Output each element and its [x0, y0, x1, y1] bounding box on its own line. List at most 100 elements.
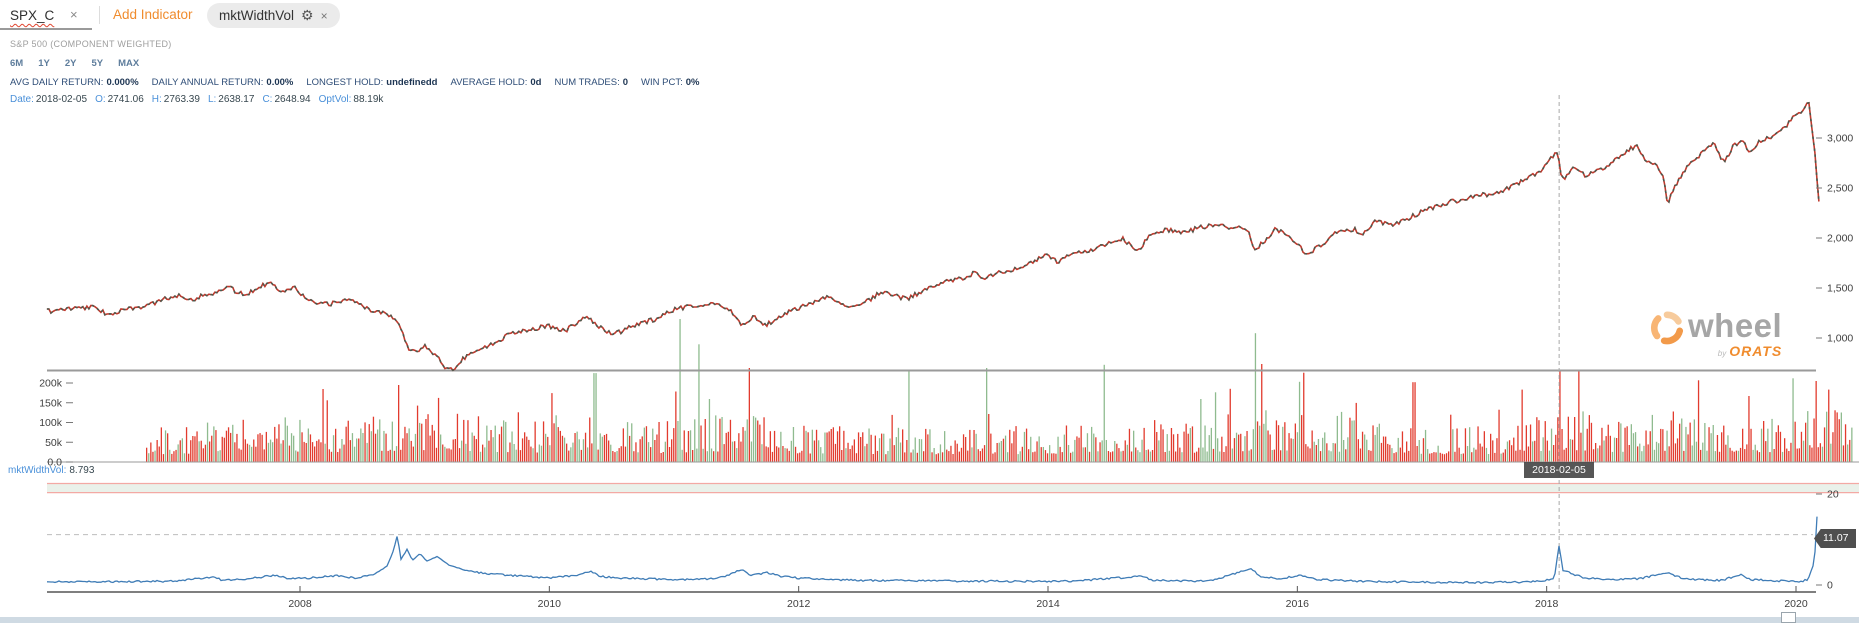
volume-bar: [532, 448, 534, 462]
volume-bar: [1842, 445, 1845, 462]
volume-bar: [1225, 446, 1227, 462]
volume-bar: [708, 399, 711, 462]
volume-bar: [1414, 382, 1416, 462]
volume-bar: [152, 451, 154, 462]
volume-bar: [475, 439, 477, 462]
volume-bar: [158, 446, 160, 462]
volume-bar: [788, 450, 790, 462]
stat-item: AVERAGE HOLD: 0d: [450, 77, 542, 88]
volume-bar: [725, 432, 727, 462]
volume-bar: [347, 420, 349, 462]
volume-bar: [637, 452, 639, 462]
volume-bar: [1410, 428, 1412, 462]
volume-bar: [175, 449, 177, 462]
volume-bar: [1424, 429, 1427, 462]
range-button-6m[interactable]: 6M: [10, 58, 24, 69]
volume-bar: [288, 445, 291, 462]
volume-bar: [742, 427, 744, 462]
volume-bar: [509, 442, 511, 462]
volume-bar: [734, 441, 736, 462]
tab-symbol-label[interactable]: SPX_C: [10, 8, 55, 23]
volume-bar: [160, 427, 162, 462]
volume-bar: [1032, 452, 1034, 462]
gear-icon[interactable]: ⚙: [301, 7, 314, 23]
volume-bar: [563, 437, 566, 462]
range-button-2y[interactable]: 2Y: [64, 58, 77, 69]
volume-bar: [1217, 438, 1219, 462]
volume-bar: [1553, 445, 1555, 462]
volume-bar: [1475, 449, 1477, 462]
volume-bar: [860, 437, 862, 462]
volume-bar: [1737, 450, 1740, 462]
volume-bar: [238, 448, 240, 462]
volume-bar: [1183, 431, 1185, 462]
volume-bar: [1508, 440, 1511, 462]
tab-indicator-close-icon[interactable]: ×: [320, 8, 328, 23]
volume-bar: [1534, 440, 1536, 462]
volume-bar: [782, 446, 784, 462]
volume-bar: [1750, 428, 1752, 462]
volume-bar: [1366, 439, 1368, 462]
scrollbar-handle[interactable]: [1781, 612, 1796, 623]
tab-symbol[interactable]: SPX_C: [10, 7, 54, 25]
volume-bar: [311, 442, 314, 462]
x-axis-label: 2018: [1535, 598, 1559, 610]
volume-bar: [1093, 433, 1095, 462]
volume-bar: [1771, 418, 1773, 462]
volume-bar: [908, 370, 910, 462]
volume-bar: [1082, 447, 1084, 462]
volume-bar: [750, 441, 753, 462]
volume-bar: [1571, 439, 1574, 462]
volume-bar: [341, 439, 343, 462]
volume-bar: [1395, 452, 1397, 462]
volume-bar: [1269, 434, 1271, 462]
volume-bar: [864, 446, 866, 462]
volume-bar: [1664, 450, 1666, 462]
volume-bar: [274, 426, 276, 462]
volume-bar: [1628, 445, 1630, 462]
volume-bar: [1406, 441, 1408, 462]
volume-bar: [383, 430, 385, 462]
volume-bar: [1460, 453, 1462, 462]
volume-bar: [1702, 442, 1704, 462]
range-button-max[interactable]: MAX: [118, 58, 140, 69]
volume-bar: [832, 427, 834, 462]
range-buttons: 6M 1Y 2Y 5Y MAX: [10, 58, 139, 69]
volume-axis-label: 200k: [39, 378, 63, 390]
volume-bar: [330, 451, 333, 462]
volume-bar: [477, 416, 480, 462]
volume-bar: [1256, 421, 1259, 462]
volume-bar: [503, 420, 505, 462]
volume-bar: [1322, 437, 1324, 462]
volume-bar: [1500, 453, 1502, 462]
volume-bar: [923, 451, 925, 462]
volume-bar: [542, 421, 545, 462]
volume-bar: [1212, 448, 1215, 462]
ohlc-item: OptVol: 88.19k: [318, 94, 384, 105]
volume-bar: [983, 445, 986, 462]
volume-bar: [1332, 443, 1334, 462]
volume-bar: [1374, 434, 1376, 462]
volume-bar: [1695, 441, 1698, 462]
tab-indicator[interactable]: mktWidthVol ⚙ ×: [207, 3, 340, 28]
volume-axis-label: 100k: [39, 417, 63, 429]
volume-bar: [1601, 427, 1603, 462]
add-indicator-button[interactable]: Add Indicator: [113, 7, 193, 22]
volume-bar: [164, 430, 167, 462]
volume-bar: [1385, 436, 1387, 462]
volume-bar: [1563, 449, 1565, 462]
volume-bar: [946, 449, 948, 462]
volume-bar: [1519, 449, 1521, 462]
horizontal-scrollbar[interactable]: [0, 617, 1859, 623]
volume-bar: [1710, 433, 1712, 462]
tab-symbol-close-icon[interactable]: ×: [70, 7, 78, 22]
range-button-1y[interactable]: 1Y: [38, 58, 50, 69]
range-button-5y[interactable]: 5Y: [91, 58, 104, 69]
wheel-logo-icon: [1650, 311, 1684, 345]
volume-bar: [1112, 451, 1114, 462]
volume-bar: [1298, 381, 1301, 462]
x-axis-label: 2016: [1286, 598, 1310, 610]
volume-bar: [1204, 425, 1206, 462]
volume-bar: [1800, 431, 1803, 462]
